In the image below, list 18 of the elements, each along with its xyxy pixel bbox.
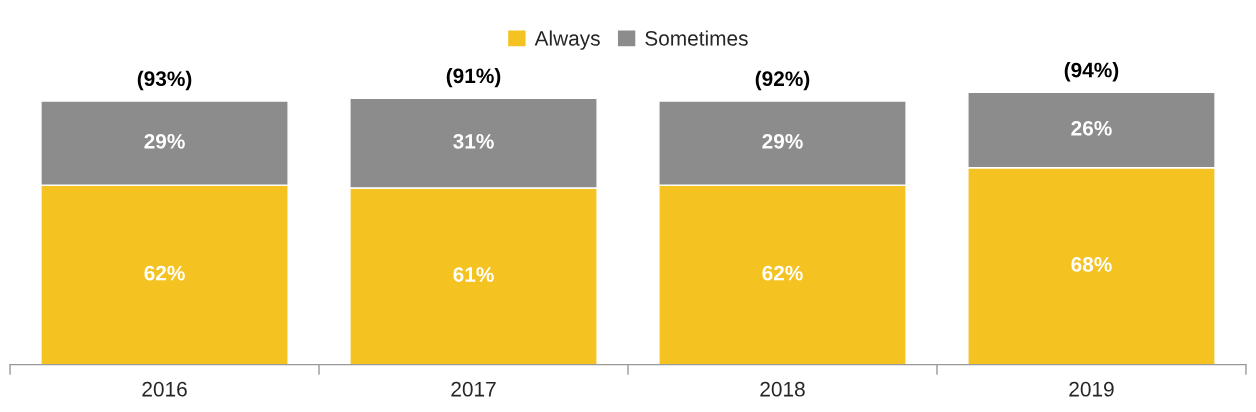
data-label: 26% (1071, 120, 1112, 136)
data-label: 31% (453, 133, 494, 149)
text: (94%) (1064, 62, 1119, 82)
x-tick-label: 2017 (451, 381, 496, 397)
data-label: 61% (453, 267, 494, 282)
x-tick-label: 2016 (142, 381, 187, 397)
data-label: 62% (144, 265, 185, 281)
x-tick-label: 2019 (1069, 381, 1114, 397)
x-tick-label: 2018 (760, 381, 805, 397)
text: (91%) (446, 67, 501, 88)
text: (93%) (137, 70, 192, 91)
text: (92%) (755, 70, 810, 91)
data-label: 29% (144, 133, 185, 149)
data-label: 29% (762, 133, 803, 149)
data-label: 68% (1071, 257, 1112, 272)
data-label: 62% (762, 265, 803, 281)
legend-label: Sometimes (645, 30, 748, 46)
legend-label: Always (534, 30, 600, 50)
